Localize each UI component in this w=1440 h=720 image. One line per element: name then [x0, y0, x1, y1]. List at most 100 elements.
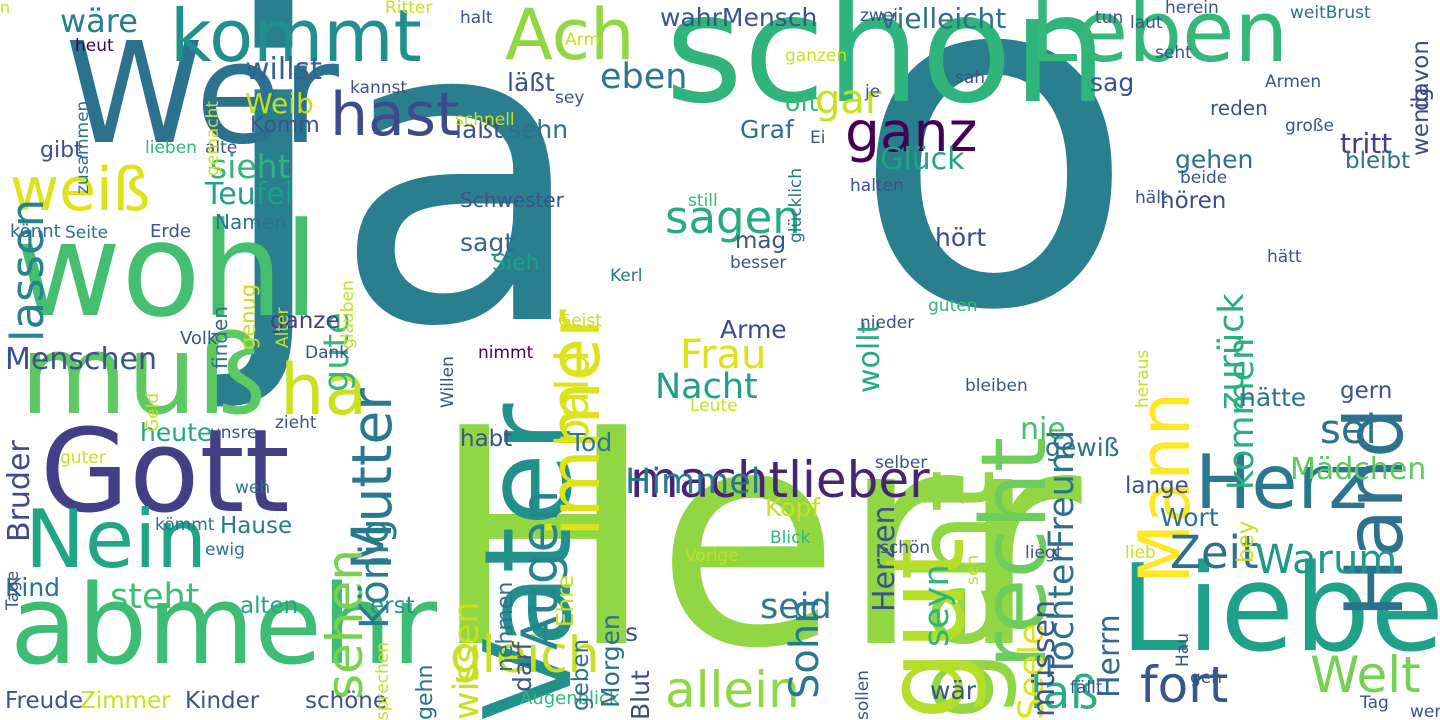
- word: Wer: [65, 13, 339, 176]
- word: Komm: [250, 113, 320, 138]
- word: schön: [880, 538, 931, 558]
- word: wissen: [447, 601, 487, 720]
- word: darf: [508, 641, 537, 692]
- word: Menschen: [5, 342, 157, 377]
- word: Ach: [505, 0, 635, 76]
- word: guter: [60, 448, 106, 468]
- word: herein: [1165, 0, 1219, 18]
- word: je: [865, 82, 881, 102]
- word: sey: [555, 88, 585, 108]
- word: ja: [215, 0, 590, 419]
- word: laut: [1130, 13, 1163, 33]
- word: seh: [963, 554, 983, 585]
- word: seid: [760, 587, 832, 627]
- word: tritt: [1340, 127, 1393, 160]
- word: ewig: [205, 540, 245, 560]
- word: sah: [955, 68, 986, 88]
- word: Geld: [143, 393, 163, 433]
- word: s: [625, 618, 639, 647]
- word: Ehre: [553, 574, 579, 628]
- word: guten: [928, 296, 978, 316]
- word: eben: [600, 57, 688, 97]
- word: Tag: [1360, 693, 1389, 713]
- word: große: [1285, 116, 1334, 136]
- word: sagen: [665, 191, 801, 244]
- word: Welt: [1310, 646, 1421, 704]
- word: sieht: [210, 147, 291, 186]
- word: seht: [1155, 43, 1192, 63]
- word: alte: [205, 138, 238, 158]
- word: abmehr: [10, 561, 438, 689]
- word: kannst: [350, 78, 408, 98]
- word: Wort: [1160, 503, 1219, 532]
- word: sollen: [853, 670, 873, 720]
- word: sehn: [508, 115, 569, 144]
- word: gehen: [1175, 145, 1254, 174]
- word: weiß: [10, 155, 151, 225]
- word: sag: [1090, 68, 1135, 97]
- word: Liebe: [1120, 540, 1440, 679]
- word: n: [0, 0, 11, 17]
- word: Kerl: [610, 266, 643, 286]
- word: müssen: [1027, 599, 1062, 717]
- word: sagt: [460, 228, 515, 257]
- word: machtlieber: [630, 451, 930, 509]
- word: Tage: [3, 570, 23, 611]
- word: lieben: [145, 138, 197, 158]
- word: Frau: [680, 332, 767, 378]
- word: Teufel: [205, 177, 294, 212]
- word: unsre: [210, 423, 258, 443]
- word: hast: [330, 80, 460, 150]
- word: Geist: [558, 311, 602, 331]
- word: Herr: [430, 365, 1082, 714]
- word: bey: [1233, 520, 1259, 563]
- word: halten: [850, 176, 904, 196]
- word: zusammen: [73, 100, 93, 195]
- word: Erde: [150, 221, 191, 242]
- word: ha: [280, 349, 368, 431]
- word: werd: [1410, 702, 1440, 720]
- word: halt: [460, 8, 493, 28]
- word: kömmt: [155, 515, 215, 535]
- word: muß: [20, 311, 267, 439]
- word: zieht: [275, 413, 317, 433]
- word: Seite: [65, 223, 109, 243]
- word: gibt: [40, 138, 83, 163]
- word: gehn: [413, 664, 438, 720]
- word: hören: [1160, 188, 1227, 214]
- word: o: [850, 0, 1138, 413]
- word: Morgen: [596, 614, 625, 708]
- word: laß: [1030, 666, 1099, 719]
- word: kommt: [170, 0, 422, 78]
- word: Hause: [220, 513, 293, 539]
- word: Ei: [810, 128, 826, 148]
- word: zwei: [860, 6, 899, 26]
- word: ganze: [270, 308, 340, 334]
- word: hätte: [1240, 383, 1307, 412]
- word: erst: [370, 593, 415, 619]
- word: schnell: [455, 110, 515, 130]
- word: kommen: [1222, 337, 1262, 491]
- word: gleich: [450, 626, 600, 684]
- word: Nein: [25, 493, 207, 586]
- word: Glück: [880, 142, 965, 177]
- word: sei: [1320, 407, 1377, 453]
- word: lieb: [1125, 543, 1156, 563]
- word: Warum: [1255, 537, 1398, 583]
- word: gewiß: [1045, 433, 1120, 462]
- word: Herz: [1195, 438, 1368, 526]
- word: beide: [1180, 168, 1228, 188]
- word: oft: [785, 88, 819, 117]
- word: Alter: [273, 307, 293, 348]
- word: Weib: [245, 87, 314, 120]
- word: glauben: [338, 280, 358, 349]
- word: wäre: [60, 2, 138, 40]
- word: Blick: [770, 528, 811, 548]
- word: Hau: [1173, 632, 1193, 667]
- word: Zeit: [1170, 526, 1259, 579]
- word: Leben: [1030, 0, 1289, 82]
- word: besser: [730, 253, 787, 273]
- word: genug: [236, 283, 260, 351]
- word: schöne: [305, 688, 388, 714]
